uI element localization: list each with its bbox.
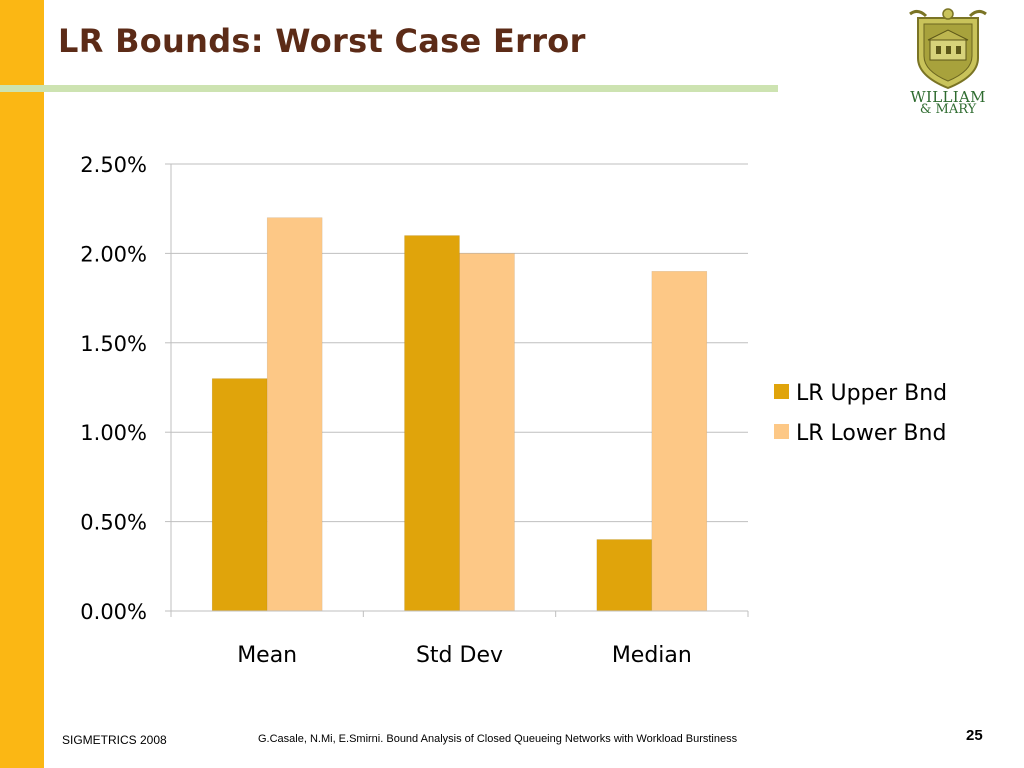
bar-lr-upper-bnd [596,539,653,612]
x-category-label: Median [612,643,692,668]
y-tick-label: 2.00% [80,242,147,266]
footer-citation: G.Casale, N.Mi, E.Smirni. Bound Analysis… [258,733,738,745]
bar-lr-upper-bnd [211,378,268,612]
y-tick-label: 0.00% [80,600,147,624]
footer-conference: SIGMETRICS 2008 [62,733,167,747]
bar-lr-upper-bnd [404,235,460,612]
legend-swatch [774,384,789,399]
y-tick-label: 1.00% [80,421,147,445]
x-category-label: Std Dev [416,643,503,668]
bar-lr-lower-bnd [266,217,323,612]
logo-text-william: WILLIAM [910,88,986,106]
y-tick-label: 0.50% [80,511,147,535]
x-category-label: Mean [237,643,297,668]
bar-lr-lower-bnd [459,253,515,612]
legend-swatch [774,424,789,439]
legend-label: LR Lower Bnd [796,421,946,446]
college-crest-logo [909,8,987,90]
y-tick-label: 2.50% [80,153,147,177]
title-underline [0,85,778,92]
accent-side-bar [0,0,44,768]
y-tick-label: 1.50% [80,332,147,356]
logo-text-mary: & MARY [919,102,977,117]
page-number: 25 [966,727,983,744]
slide-title: LR Bounds: Worst Case Error [58,22,586,60]
legend-label: LR Upper Bnd [796,381,947,406]
bar-lr-lower-bnd [651,271,708,612]
